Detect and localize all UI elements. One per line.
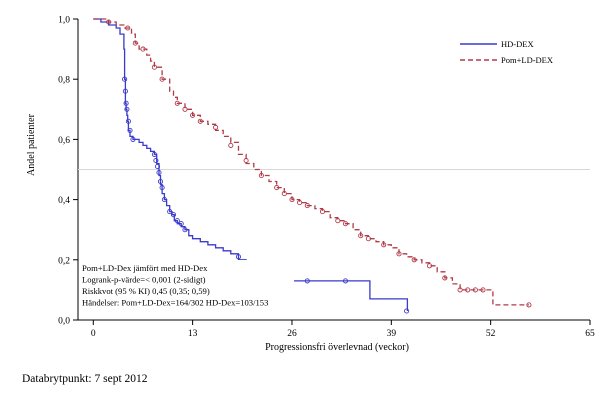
censor-mark-hd-dex: [174, 218, 180, 224]
censor-mark-pom-ld-dex: [304, 203, 310, 209]
censor-mark-pom-ld-dex: [342, 221, 349, 227]
censor-mark-hd-dex: [151, 151, 157, 157]
censor-mark-hd-dex: [157, 178, 164, 185]
censor-mark-hd-dex: [127, 127, 133, 133]
censor-mark-hd-dex: [156, 169, 162, 176]
censor-mark-pom-ld-dex: [125, 25, 131, 31]
y-tick-label: 1,0: [58, 16, 70, 26]
censor-mark-hd-dex: [178, 221, 184, 227]
censor-mark-hd-dex: [304, 278, 310, 284]
censor-mark-pom-ld-dex: [258, 172, 264, 179]
censor-mark-pom-ld-dex: [396, 251, 402, 257]
censor-mark-pom-ld-dex: [480, 287, 486, 293]
censor-mark-pom-ld-dex: [426, 263, 433, 269]
x-tick-label: 26: [287, 329, 297, 339]
censor-mark-hd-dex: [159, 185, 165, 191]
censor-mark-pom-ld-dex: [159, 76, 165, 82]
censor-mark-pom-ld-dex: [213, 124, 219, 130]
censor-mark-hd-dex: [123, 100, 129, 106]
annotation-line: Pom+LD-Dex jämfört med HD-Dex: [82, 263, 208, 273]
censor-mark-hd-dex: [154, 163, 161, 170]
censor-mark-pom-ld-dex: [274, 185, 280, 191]
censor-mark-pom-ld-dex: [289, 197, 295, 203]
censor-mark-pom-ld-dex: [442, 275, 448, 281]
legend-label: Pom+LD-DEX: [501, 55, 553, 65]
censor-mark-pom-ld-dex: [457, 287, 463, 293]
censor-mark-pom-ld-dex: [319, 209, 326, 215]
censor-mark-pom-ld-dex: [297, 200, 303, 206]
censor-mark-pom-ld-dex: [335, 218, 341, 224]
y-tick-label: 0,0: [58, 317, 70, 327]
censor-mark-pom-ld-dex: [281, 191, 287, 197]
censor-mark-hd-dex: [122, 88, 128, 94]
censor-mark-hd-dex: [182, 227, 188, 233]
x-tick-label: 65: [585, 329, 595, 339]
series-line-pom-ld-dex: [93, 18, 529, 306]
y-tick-label: 0,4: [58, 196, 70, 206]
censor-mark-hd-dex: [404, 308, 410, 314]
censor-mark-hd-dex: [342, 278, 349, 284]
y-axis-title: Andel patienter: [26, 113, 37, 176]
censor-mark-pom-ld-dex: [465, 287, 471, 293]
censor-mark-pom-ld-dex: [174, 100, 180, 106]
annotation-line: Logrank-p-värde=< 0,001 (2-sidigt): [82, 275, 206, 285]
censor-mark-hd-dex: [125, 118, 131, 124]
censor-mark-pom-ld-dex: [381, 242, 387, 248]
footnote: Databrytpunkt: 7 sept 2012: [22, 373, 148, 385]
censor-mark-hd-dex: [161, 197, 167, 203]
censor-mark-hd-dex: [153, 157, 159, 164]
y-tick-label: 0,2: [58, 256, 70, 266]
annotation-box: [79, 260, 294, 318]
censor-mark-hd-dex: [170, 212, 177, 218]
censor-mark-pom-ld-dex: [106, 19, 112, 25]
censor-mark-pom-ld-dex: [526, 302, 532, 308]
censor-mark-pom-ld-dex: [182, 106, 188, 112]
censor-mark-pom-ld-dex: [358, 233, 364, 239]
censor-mark-pom-ld-dex: [472, 287, 478, 293]
annotation-line: Riskkvot (95 % KI) 0,45 (0,35; 0,59): [82, 286, 210, 296]
censor-mark-pom-ld-dex: [411, 257, 417, 263]
censor-mark-hd-dex: [124, 106, 130, 112]
y-tick-label: 0,8: [58, 76, 70, 86]
censor-mark-pom-ld-dex: [228, 142, 234, 148]
censor-mark-hd-dex: [167, 209, 173, 215]
x-axis-title: Progressionsfri överlevnad (veckor): [265, 342, 409, 353]
censor-mark-hd-dex: [130, 136, 136, 142]
y-tick-label: 0,6: [58, 136, 70, 146]
x-tick-label: 39: [387, 329, 397, 339]
x-tick-label: 0: [91, 329, 96, 339]
censor-mark-pom-ld-dex: [151, 64, 157, 70]
censor-mark-pom-ld-dex: [197, 118, 203, 124]
x-tick-label: 13: [188, 329, 198, 339]
censor-mark-pom-ld-dex: [365, 236, 371, 242]
censor-mark-pom-ld-dex: [243, 157, 249, 164]
censor-mark-pom-ld-dex: [140, 46, 146, 52]
censor-mark-hd-dex: [122, 76, 128, 82]
annotation-line: Händelser: Pom+LD-Dex=164/302 HD-Dex=103…: [82, 298, 268, 308]
censor-mark-pom-ld-dex: [132, 40, 138, 46]
legend-label: HD-DEX: [501, 39, 534, 49]
x-tick-label: 52: [486, 329, 496, 339]
censor-mark-hd-dex: [235, 254, 242, 260]
censor-mark-pom-ld-dex: [190, 112, 196, 118]
